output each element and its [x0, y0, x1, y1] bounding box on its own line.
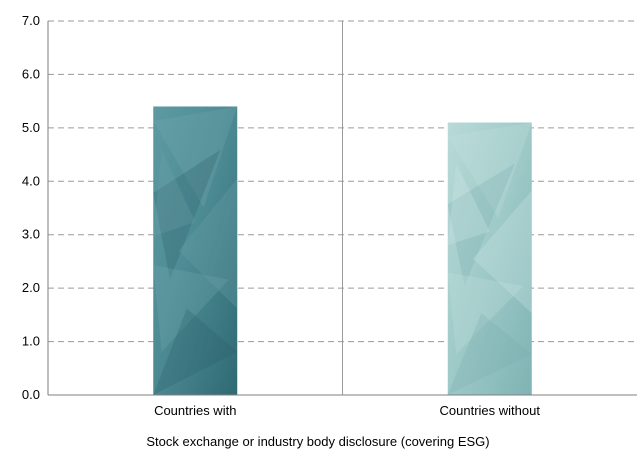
y-tick-label: 7.0	[22, 13, 40, 28]
bar-texture-facet	[447, 122, 532, 218]
x-category-labels: Countries with Countries without	[154, 403, 540, 418]
y-tick-label: 4.0	[22, 173, 40, 188]
bar-texture-facet	[447, 272, 524, 355]
bar-texture-facet	[153, 149, 196, 237]
bar-texture-facet	[178, 178, 238, 309]
bar-texture-facet	[447, 163, 515, 287]
bar-texture-facet	[153, 106, 238, 208]
y-tick-label: 1.0	[22, 334, 40, 349]
bar-texture-facet	[153, 265, 229, 352]
bar-texture-facet	[153, 308, 238, 395]
y-tick-label: 0.0	[22, 387, 40, 402]
axes	[47, 21, 637, 396]
x-axis-title: Stock exchange or industry body disclosu…	[146, 434, 489, 449]
bar-texture-facet	[447, 313, 532, 395]
bars	[153, 106, 532, 395]
bar-texture-facet	[472, 190, 532, 314]
bar-texture-facet	[153, 149, 221, 280]
y-tick-label: 2.0	[22, 280, 40, 295]
bar-countries-with	[153, 106, 238, 395]
x-category-label: Countries with	[154, 403, 236, 418]
bar-texture-facet	[447, 163, 490, 246]
bar-countries-without	[447, 122, 532, 395]
x-category-label: Countries without	[440, 403, 541, 418]
y-tick-labels: 0.0 1.0 2.0 3.0 4.0 5.0 6.0 7.0	[22, 13, 40, 402]
y-tick-label: 6.0	[22, 66, 40, 81]
y-tick-label: 5.0	[22, 120, 40, 135]
y-tick-label: 3.0	[22, 227, 40, 242]
